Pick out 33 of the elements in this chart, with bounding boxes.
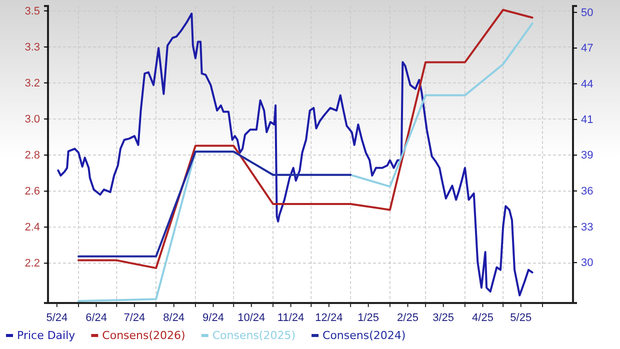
y-tick-label: 3.0 xyxy=(24,113,40,126)
y2-tick-label: 39 xyxy=(581,150,594,162)
legend-label: Price Daily xyxy=(17,329,76,342)
y2-tick-label: 47 xyxy=(581,42,594,55)
y2-tick-label: 30 xyxy=(581,257,594,270)
legend-label: Consens(2026) xyxy=(102,329,186,342)
y2-tick-label: 50 xyxy=(581,6,594,19)
y-tick-label: 3.2 xyxy=(24,77,40,90)
y-tick-label: 2.2 xyxy=(24,258,40,270)
x-tick-label: 8/24 xyxy=(163,312,185,324)
x-tick-label: 1/25 xyxy=(358,312,380,324)
y-tick-label: 3.3 xyxy=(24,41,40,54)
y-tick-label: 2.4 xyxy=(24,222,40,234)
x-tick-label: 3/25 xyxy=(432,312,454,324)
legend-label: Consens(2024) xyxy=(322,329,406,342)
x-tick-label: 11/24 xyxy=(277,312,304,324)
x-tick-label: 12/24 xyxy=(315,312,343,324)
x-tick-label: 7/24 xyxy=(124,312,146,324)
y2-tick-label: 33 xyxy=(581,221,594,234)
y-tick-label: 2.6 xyxy=(24,186,40,198)
x-tick-label: 2/25 xyxy=(397,312,418,324)
x-tick-label: 4/25 xyxy=(472,312,494,324)
y2-tick-label: 44 xyxy=(581,78,594,90)
y2-tick-label: 36 xyxy=(581,185,594,198)
y-tick-label: 2.8 xyxy=(24,150,40,162)
legend-label: Consens(2025) xyxy=(212,329,296,342)
x-tick-label: 10/24 xyxy=(238,312,266,324)
x-tick-label: 6/24 xyxy=(86,312,108,324)
y-tick-label: 3.5 xyxy=(24,5,40,18)
x-tick-label: 9/24 xyxy=(202,312,224,324)
y2-tick-label: 41 xyxy=(581,114,594,126)
x-tick-label: 5/25 xyxy=(510,312,532,324)
x-tick-label: 5/24 xyxy=(46,312,68,324)
